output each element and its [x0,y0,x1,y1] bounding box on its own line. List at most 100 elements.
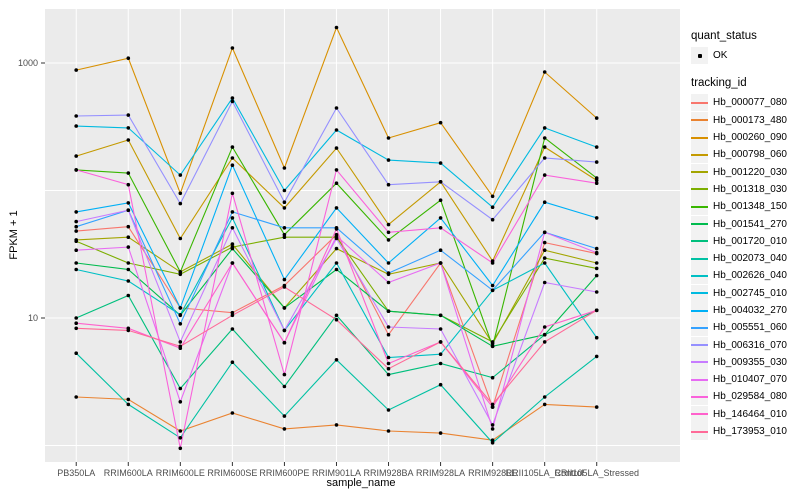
data-point [178,446,183,451]
data-point [438,340,443,344]
legend-item-label: Hb_000173_480 [713,114,787,126]
series-color-line-icon [691,430,708,433]
data-point [178,201,183,206]
legend-item-label: Hb_146464_010 [713,408,787,420]
data-point [178,313,183,317]
x-tick-label: RRIM901LA [311,468,361,478]
data-point [542,402,547,407]
legend-item-label: Hb_000798_060 [713,149,787,161]
series-color-line-icon [691,101,708,104]
data-point [334,128,339,132]
legend-item-label: Hb_009355_030 [713,356,787,368]
legend-key [691,371,708,389]
data-point [386,429,391,433]
x-tick-label: PB350LA [57,468,96,478]
data-point [334,106,339,110]
series-color-line-icon [691,153,708,156]
series-color-line-icon [691,171,708,174]
x-tick-label: RRIM928LA [416,468,466,478]
data-point [74,395,78,399]
legend-key [691,353,708,371]
x-tick-label: RRIM600LE [155,468,205,478]
data-point [438,313,443,318]
legend-item-label: Hb_001348_150 [713,201,787,213]
data-point [74,219,78,224]
data-point [542,70,547,74]
series-color-line-icon [691,292,708,295]
x-tick-label: RRIM600SE [207,468,258,478]
legend-item-Hb_146464_010: Hb_146464_010 [691,405,799,423]
legend-item-label: Hb_029584_080 [713,391,787,403]
legend-tracking-id-items: Hb_000077_080 Hb_000173_480 Hb_000260_090 H… [691,94,799,441]
legend-item-label: Hb_000077_080 [713,97,787,109]
data-point [282,328,287,333]
data-point [386,408,391,412]
data-point [594,290,599,294]
data-point [74,68,78,72]
data-point [126,56,131,60]
legend-key [691,302,708,319]
series-color-line-icon [691,274,708,277]
legend-item-Hb_005551_060: Hb_005551_060 [691,319,799,337]
legend-item-Hb_029584_080: Hb_029584_080 [691,388,799,406]
data-point [386,238,391,242]
data-point [490,438,495,443]
series-color-line-icon [691,395,708,398]
legend-key [691,163,708,181]
data-point [542,248,547,252]
data-point [74,124,78,128]
legend-item-Hb_002745_010: Hb_002745_010 [691,284,799,302]
legend-item-Hb_009355_030: Hb_009355_030 [691,353,799,371]
data-point [74,248,78,252]
data-point [126,224,131,229]
legend-item-Hb_001541_270: Hb_001541_270 [691,215,799,233]
data-point [74,261,78,265]
data-point [490,405,495,409]
legend-key [691,215,708,233]
data-point [126,261,131,265]
data-point [126,267,131,272]
data-point [126,397,131,402]
data-point [282,200,287,204]
data-point [594,273,599,278]
data-point [490,194,495,199]
data-point [438,261,443,265]
data-point [126,279,131,283]
legend-item-label: Hb_002073_040 [713,253,787,265]
data-point [334,246,339,251]
data-point [386,271,391,275]
legend-item-Hb_173953_010: Hb_173953_010 [691,423,799,441]
data-point [334,25,339,30]
legend-item-Hb_001220_030: Hb_001220_030 [691,163,799,181]
series-color-line-icon [691,223,708,226]
data-point [126,113,131,117]
legend-item-label: Hb_005551_060 [713,322,787,334]
series-color-line-icon [691,309,708,312]
legend-title-tracking-id: tracking_id [691,77,747,90]
data-point [438,431,443,435]
legend-item-label: Hb_001318_030 [713,183,787,195]
data-point [386,325,391,329]
legend-item-label: Hb_002745_010 [713,287,787,299]
data-point [126,328,131,333]
data-point [334,234,339,238]
data-point [126,245,131,249]
data-point [386,182,391,187]
data-point [230,96,235,100]
data-point [490,288,495,293]
data-point [438,161,443,165]
x-tick-label: RRII105LA_Control [505,468,584,478]
data-point [594,246,599,251]
legend-item-label: OK [713,50,728,62]
data-point [126,235,131,239]
data-point [386,280,391,285]
x-axis-title: sample_name [326,477,396,489]
series-color-line-icon [691,378,708,381]
data-point [282,306,287,310]
data-point [594,335,599,340]
data-point [334,146,339,150]
data-point [386,361,391,366]
data-point [542,240,547,245]
data-point [438,382,443,387]
